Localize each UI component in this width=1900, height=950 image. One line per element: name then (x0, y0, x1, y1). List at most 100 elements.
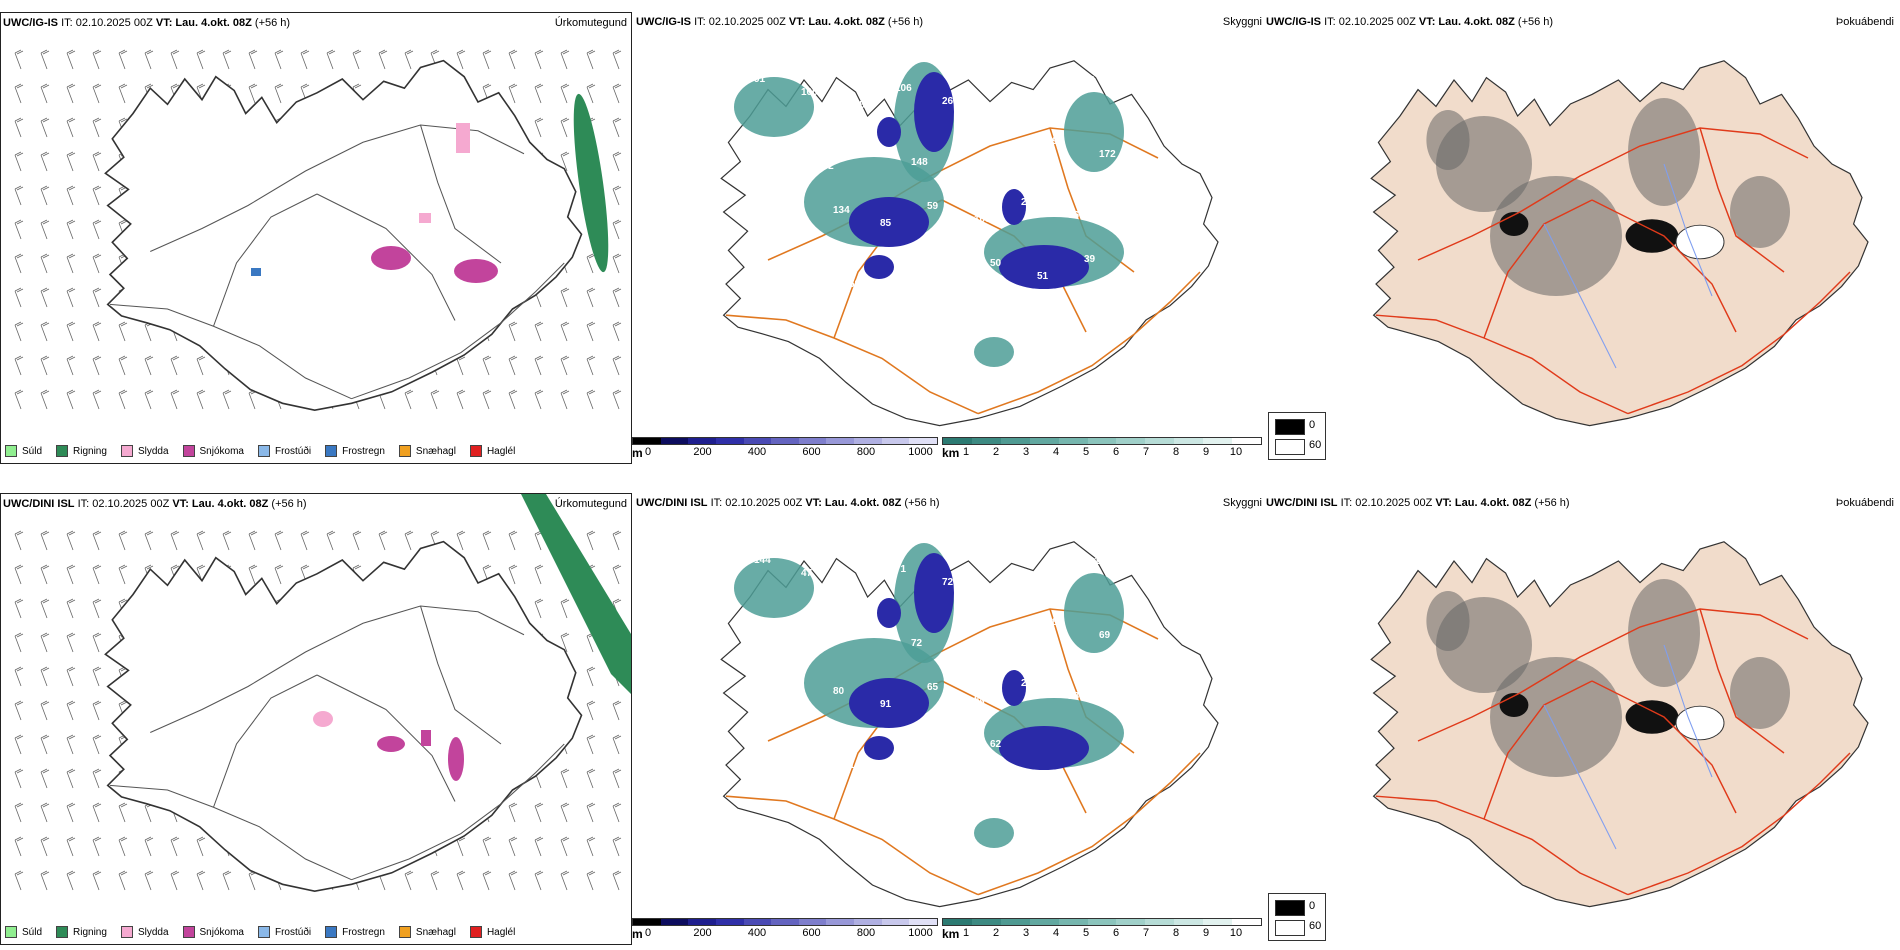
fog-panel: UWC/IG-IS IT: 02.10.2025 00Z VT: Lau. 4.… (1264, 12, 1898, 468)
colorbar-tick: 10 (1229, 446, 1243, 458)
colorbar-tick: 200 (693, 446, 712, 458)
cloud-label: 58 (849, 279, 861, 290)
legend-swatch (257, 926, 270, 938)
cloud-label: 60 (1005, 634, 1017, 645)
cloud-label: 72 (911, 638, 923, 649)
iceland-fog-map (1370, 60, 1869, 427)
cloud-label: 96 (1052, 136, 1064, 147)
fog-legend-dark-label: 0 (1309, 900, 1316, 912)
init-time: IT: 02.10.2025 00Z (694, 16, 786, 28)
fog-title: Þokuábendi (1835, 497, 1894, 509)
colorbar-tick: 2 (992, 927, 1000, 939)
colorbar-tick: 6 (1112, 446, 1120, 458)
legend-label: Súld (22, 445, 43, 457)
init-time: IT: 02.10.2025 00Z (710, 497, 803, 509)
colorbar-tick: 8 (1172, 446, 1180, 458)
fog-legend-dark-swatch (1275, 900, 1305, 916)
cloud-label: 22 (896, 743, 908, 754)
fog-legend-light-swatch (1275, 439, 1305, 455)
legend-swatch (398, 926, 411, 938)
cloud-label: 71 (895, 564, 907, 575)
model-name: UWC/DINI ISL (1266, 497, 1338, 509)
colorbar-tick: 7 (1142, 446, 1150, 458)
valid-time: Lau. 4.okt. 08Z (808, 16, 885, 28)
colorbar-meters-ticks: 0 200 400 600 800 1000 (632, 445, 938, 459)
legend-label: Frostúði (274, 445, 312, 457)
cloud-label: 74 (818, 340, 830, 351)
panel-header: UWC/DINI ISL IT: 02.10.2025 00Z VT: Lau.… (636, 497, 940, 509)
cloud-label: 50 (990, 258, 1002, 269)
cloud-label: 102 (817, 161, 834, 172)
cloud-panel: UWC/IG-IS IT: 02.10.2025 00Z VT: Lau. 4.… (634, 12, 1264, 468)
cloud-label: 134 (833, 205, 850, 216)
colorbar-tick: 200 (693, 927, 712, 939)
fog-map (1370, 541, 1869, 908)
colorbar-meters-unit: m (632, 446, 643, 460)
legend-swatch (325, 926, 338, 938)
panel-header: UWC/DINI ISL IT: 02.10.2025 00Z VT: Lau.… (3, 498, 307, 510)
legend-item: Snjókoma (182, 445, 244, 457)
legend-label: Haglél (486, 926, 516, 938)
colorbar-tick: 1 (962, 927, 970, 939)
iceland-fog-map (1370, 541, 1869, 908)
cloud-label: 91 (880, 699, 892, 710)
legend-label: Súld (22, 926, 43, 938)
model-name: UWC/DINI ISL (3, 498, 75, 510)
model-name: UWC/IG-IS (636, 16, 691, 28)
cloud-label: 59 (927, 201, 939, 212)
lead-time: (+56 h) (271, 498, 307, 510)
cloud-label: 90 (786, 222, 798, 233)
legend-item: Frostúði (257, 445, 312, 457)
legend-label: Snæhagl (415, 445, 456, 457)
cloud-label: 61 (989, 79, 1001, 90)
legend-label: Snjókoma (199, 445, 244, 457)
cloud-label: 85 (943, 275, 955, 286)
legend-swatch (120, 926, 133, 938)
lead-time: (+56 h) (1534, 497, 1570, 509)
cloud-label: 84 (1036, 92, 1048, 103)
lead-time: (+56 h) (1517, 16, 1554, 28)
legend-label: Rigning (73, 926, 107, 938)
precip-areas (251, 93, 609, 283)
cloud-label: 23 (1021, 197, 1033, 208)
cloud-label: 50 (958, 621, 970, 632)
cloud-label: 18 (1068, 691, 1080, 702)
colorbar-tick: 400 (747, 446, 767, 458)
cloud-label: 142 (864, 144, 881, 155)
legend-swatch (120, 445, 133, 457)
colorbar-km: 1 2 3 4 5 6 7 8 9 10 km (942, 437, 1262, 460)
legend-item: Snjókoma (182, 926, 244, 938)
colorbar-tick: 9 (1202, 927, 1210, 939)
cloud-areas (734, 62, 1124, 367)
colorbar-meters: 0 200 400 600 800 1000 m (632, 918, 938, 941)
cloud-label: 69 (1099, 630, 1111, 641)
cloud-label: 121 (1083, 556, 1100, 567)
cloud-label: 144 (754, 555, 771, 566)
colorbar-km: 1 2 3 4 5 6 7 8 9 10 km (942, 918, 1262, 941)
cloud-label: 145 (849, 760, 866, 771)
colorbar-km-ticks: 1 2 3 4 5 6 7 8 9 10 (942, 445, 1262, 459)
precip-areas (313, 494, 631, 781)
cloud-label: 65 (927, 682, 939, 693)
model-name: UWC/IG-IS (1266, 16, 1321, 28)
colorbar-tick: 7 (1142, 927, 1150, 939)
valid-label: VT: (155, 17, 173, 29)
colorbar-km-bar (942, 437, 1262, 445)
cloud-label: 72 (942, 577, 954, 588)
init-time: IT: 02.10.2025 00Z (1340, 497, 1433, 509)
valid-label: VT: (1418, 16, 1436, 28)
legend-swatch (325, 445, 338, 457)
colorbar-tick: 3 (1022, 927, 1030, 939)
legend-item: Súld (5, 445, 42, 457)
legend-label: Frostregn (342, 926, 385, 938)
cloud-label: 103 (802, 747, 819, 758)
cloud-label: 96 (1068, 210, 1080, 221)
valid-time: Lau. 4.okt. 08Z (824, 497, 902, 509)
cloud-label: 29 (865, 323, 877, 334)
cloud-label: 106 (895, 83, 912, 94)
colorbar-km-ticks: 1 2 3 4 5 6 7 8 9 10 (942, 926, 1262, 940)
cloud-label: 26 (942, 96, 954, 107)
cloud-label: 82 (912, 336, 924, 347)
legend-swatch (5, 926, 17, 938)
cloud-label: 169 (943, 756, 960, 767)
